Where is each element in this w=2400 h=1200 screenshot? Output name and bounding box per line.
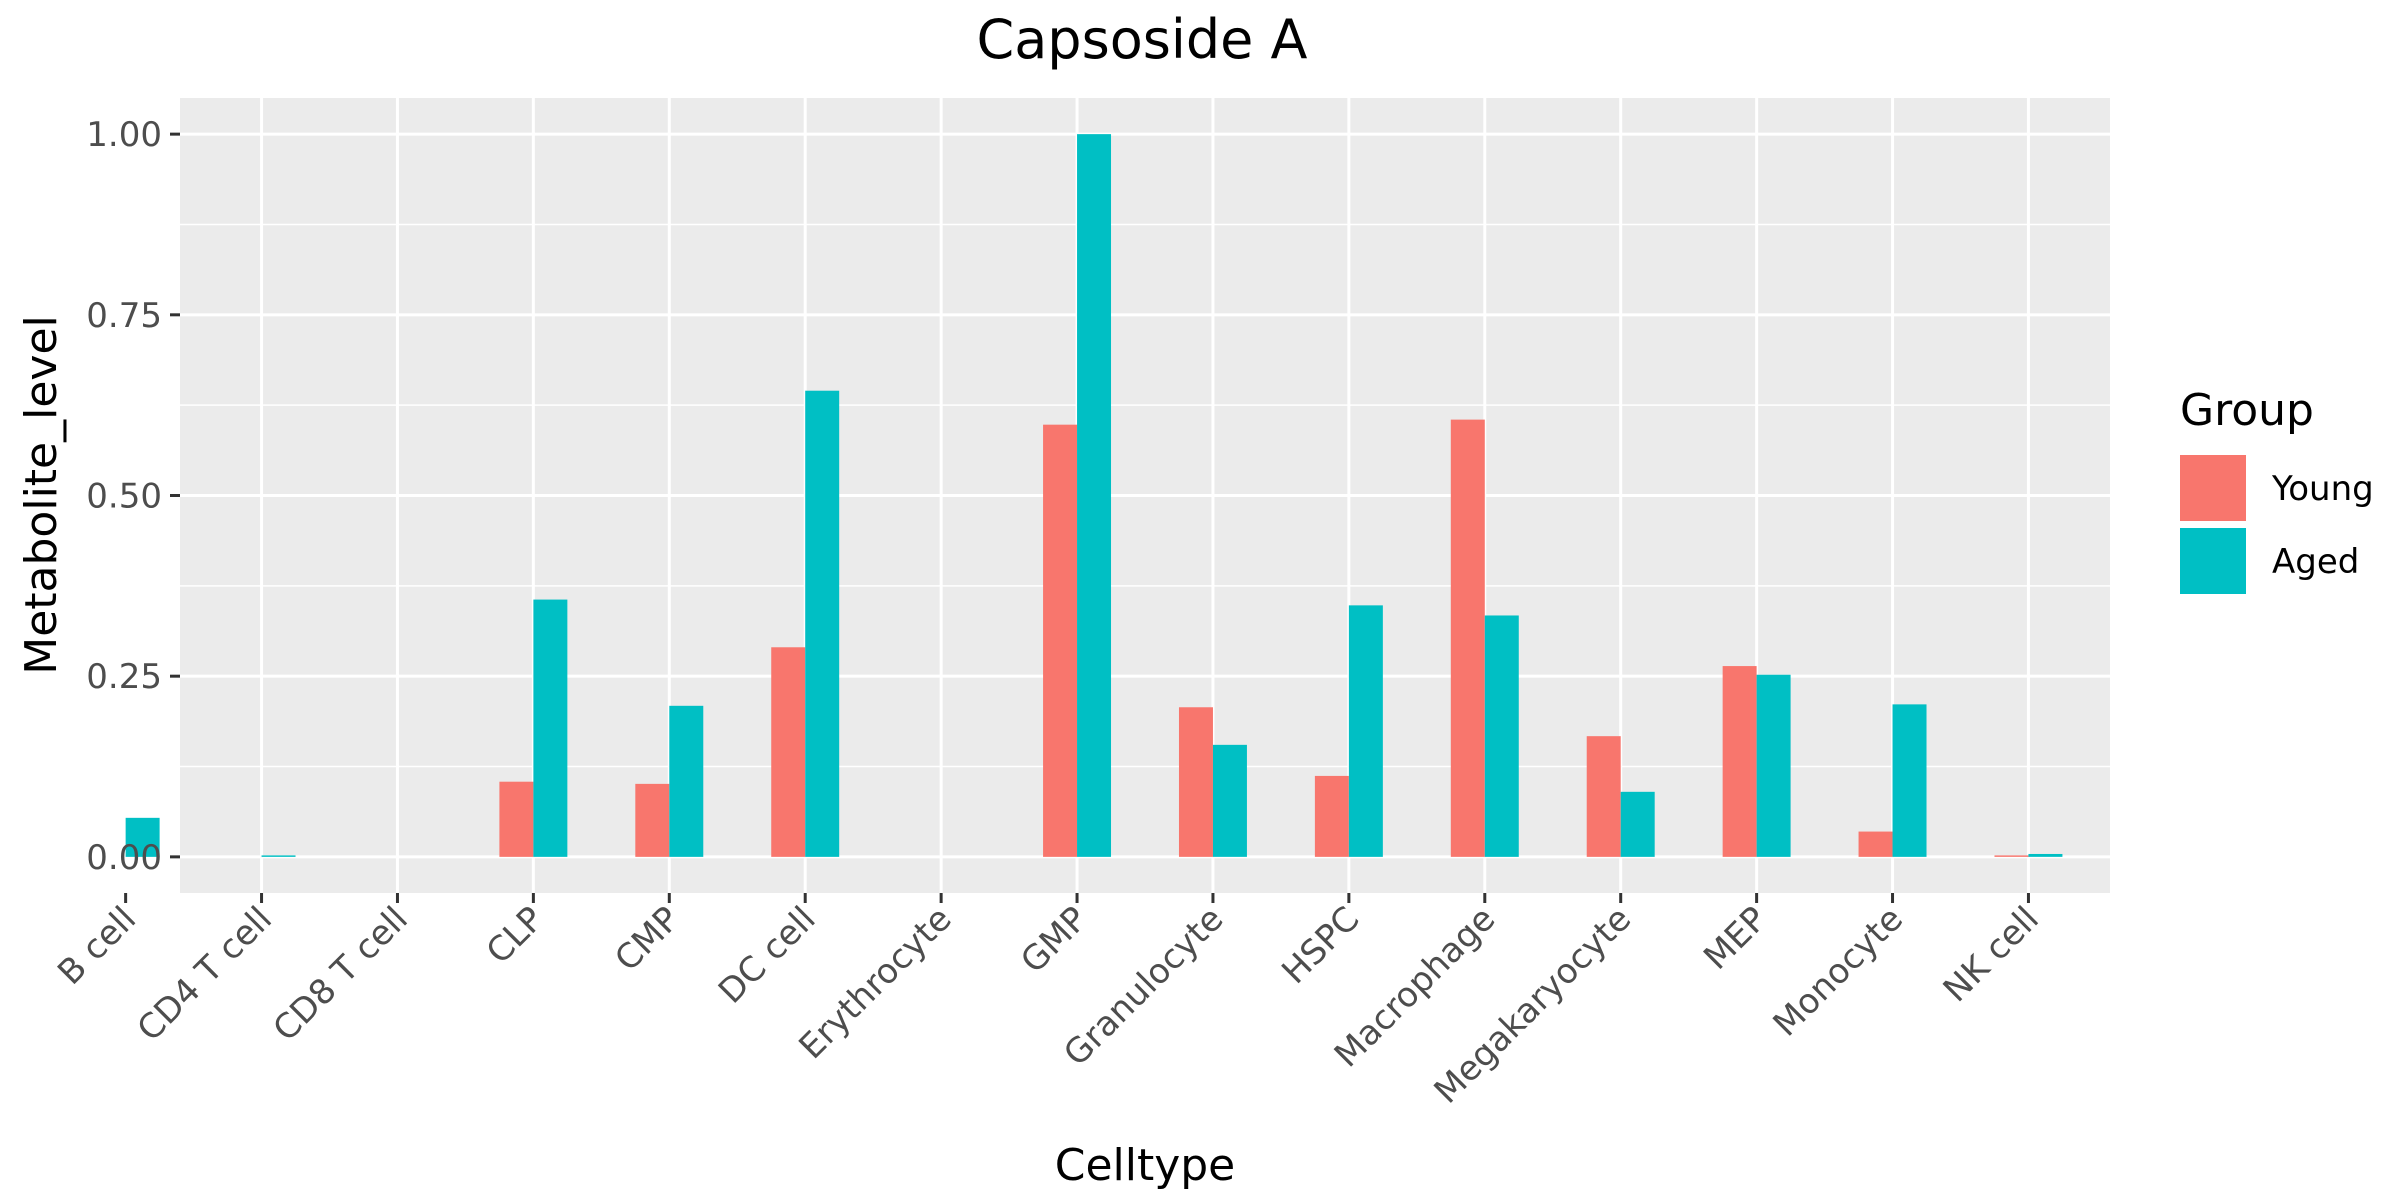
bar-aged-nk-cell	[2028, 853, 2063, 857]
bar-young-megakaryocyte	[1586, 736, 1621, 857]
x-tick-label: DC cell	[711, 899, 824, 1012]
legend-items: Young Aged	[2180, 455, 2374, 594]
y-axis-title: Metabolite_level	[16, 315, 67, 675]
y-tick-label: 0.50	[86, 477, 162, 517]
x-tick-label: HSPC	[1274, 899, 1367, 992]
bar-young-hspc	[1314, 775, 1349, 857]
legend-label-aged: Aged	[2272, 542, 2359, 582]
y-tick-label: 0.75	[86, 296, 162, 336]
legend-key-aged	[2180, 528, 2246, 594]
bar-aged-granulocyte	[1212, 744, 1247, 857]
bar-aged-hspc	[1348, 605, 1383, 857]
x-tick-label: GMP	[1013, 899, 1095, 981]
x-tick-label: CMP	[607, 899, 687, 979]
legend: Group Young Aged	[2180, 385, 2374, 594]
bar-young-gmp	[1043, 424, 1078, 857]
y-tick-label: 0.25	[86, 657, 162, 697]
bar-young-nk-cell	[1994, 855, 2029, 857]
x-tick-label: MEP	[1696, 899, 1775, 978]
bar-aged-cd4-t-cell	[261, 855, 296, 857]
legend-key-young	[2180, 455, 2246, 521]
bar-aged-macrophage	[1484, 615, 1519, 857]
x-tick-label: CLP	[479, 899, 552, 972]
x-axis-title: Celltype	[1055, 1140, 1236, 1191]
legend-title: Group	[2180, 385, 2314, 436]
bar-young-monocyte	[1858, 831, 1893, 857]
bar-young-clp	[499, 781, 534, 857]
bars	[125, 134, 2063, 857]
x-tick-label: B cell	[50, 899, 144, 993]
bar-young-macrophage	[1450, 419, 1485, 857]
bar-aged-dc-cell	[805, 390, 840, 857]
bar-young-dc-cell	[771, 647, 806, 857]
bar-aged-cmp	[669, 705, 704, 857]
y-axis: 0.00 0.25 0.50 0.75 1.00	[86, 115, 180, 878]
bar-aged-gmp	[1077, 134, 1112, 857]
bar-aged-mep	[1756, 674, 1791, 857]
x-tick-label: NK cell	[1936, 899, 2047, 1010]
bar-young-granulocyte	[1178, 707, 1213, 857]
x-tick-label: CD8 T cell	[266, 899, 416, 1049]
x-tick-label: Monocyte	[1766, 899, 1911, 1044]
bar-aged-b-cell	[125, 817, 160, 857]
bar-aged-clp	[533, 599, 568, 857]
bar-young-cmp	[635, 783, 670, 857]
y-tick-label: 0.00	[86, 838, 162, 878]
chart-title: Capsoside A	[977, 8, 1308, 71]
bar-young-mep	[1722, 666, 1757, 857]
legend-label-young: Young	[2271, 469, 2374, 509]
bar-aged-megakaryocyte	[1620, 791, 1655, 857]
y-tick-label: 1.00	[86, 115, 162, 155]
bar-aged-monocyte	[1892, 704, 1927, 857]
x-tick-label: CD4 T cell	[130, 899, 280, 1049]
